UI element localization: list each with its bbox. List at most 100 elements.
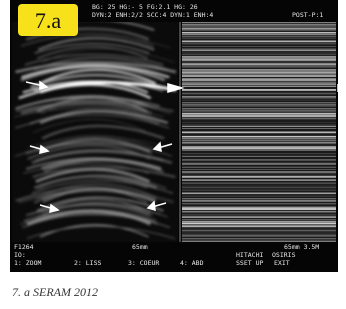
m-stripe (182, 211, 336, 213)
m-stripe (182, 26, 336, 27)
m-stripe (182, 208, 336, 210)
m-stripe (182, 153, 336, 154)
m-stripe (182, 125, 336, 126)
m-stripe (182, 219, 336, 220)
m-stripe (182, 186, 336, 187)
m-stripe (182, 176, 336, 178)
m-stripe (182, 150, 336, 151)
screen-bottom-text: 4: ABD (180, 259, 204, 267)
m-stripe (182, 65, 336, 66)
m-stripe (182, 236, 336, 237)
screen-bottom-text: 3: COEUR (128, 259, 159, 267)
m-stripe (182, 196, 336, 197)
m-stripe (182, 187, 336, 188)
m-stripe (182, 93, 336, 95)
m-stripe (182, 41, 336, 43)
screen-bottom-text: 65mm (132, 243, 148, 251)
m-stripe (182, 100, 336, 101)
m-stripe (182, 76, 336, 77)
m-stripe (182, 86, 336, 87)
screen-bottom-text: 1: ZOOM (14, 259, 41, 267)
page: {"label": "7.a", "caption": "7. a SERAM … (0, 0, 346, 309)
m-stripe (182, 241, 336, 243)
m-stripe (182, 171, 336, 172)
m-stripe (182, 156, 336, 157)
m-stripe (182, 24, 336, 26)
m-stripe (182, 43, 336, 44)
m-stripe (182, 36, 336, 37)
m-stripe (182, 173, 336, 175)
caption: 7. a SERAM 2012 (12, 285, 98, 299)
m-stripe (182, 113, 336, 115)
m-stripe (182, 104, 336, 105)
m-stripe (182, 140, 336, 141)
m-stripe (182, 82, 336, 83)
m-stripe (182, 115, 336, 117)
m-stripe (182, 193, 336, 195)
m-stripe (182, 229, 336, 231)
m-stripe (182, 234, 336, 235)
m-stripe (182, 136, 336, 137)
m-stripe (182, 198, 336, 199)
m-stripe (182, 169, 336, 170)
m-stripe (182, 44, 336, 45)
m-stripe (182, 84, 336, 85)
m-stripe (182, 167, 336, 168)
screen-bottom-text: OSIRIS (272, 251, 296, 259)
m-stripe (182, 89, 336, 91)
m-stripe (182, 216, 336, 218)
m-stripe (182, 49, 336, 50)
screen-bottom-text: 65mm 3.5M (284, 243, 319, 251)
m-stripe (182, 110, 336, 111)
m-stripe (182, 119, 336, 120)
m-stripe (182, 225, 336, 227)
m-stripe (182, 103, 336, 104)
m-stripe (182, 147, 336, 149)
screen-top-text: POST-P:1 (292, 11, 323, 19)
m-stripe (182, 233, 336, 234)
m-stripe (182, 30, 336, 32)
m-stripe (182, 34, 336, 35)
m-stripe (182, 138, 336, 140)
m-stripe (182, 66, 336, 68)
m-stripe (182, 214, 336, 215)
m-stripe (182, 72, 336, 74)
m-stripe (182, 28, 336, 30)
m-stripe (182, 69, 336, 70)
m-stripe (182, 179, 336, 181)
m-stripe (182, 38, 336, 39)
screen-bottom-text: EXIT (274, 259, 290, 267)
m-stripe (182, 223, 336, 225)
m-stripe (182, 162, 336, 163)
screen-top-text: BG: 25 HG:- 5 FG:2.1 HG: 26 (92, 3, 198, 11)
m-stripe (182, 146, 336, 148)
m-stripe (182, 60, 336, 62)
m-stripe (182, 126, 336, 127)
m-stripe (182, 56, 336, 58)
m-stripe (182, 50, 336, 51)
screen-top-text: DYN:2 ENH:2/2 SCC:4 DYN:1 ENH:4 (92, 11, 213, 19)
m-stripe (182, 182, 336, 184)
m-stripe (182, 52, 336, 53)
m-stripe (182, 75, 336, 76)
m-stripe (182, 132, 336, 134)
figure-label: 7.a (35, 8, 62, 33)
screen-bottom-text: 2: LISS (74, 259, 101, 267)
m-stripe (182, 96, 336, 98)
m-stripe (182, 108, 336, 110)
m-stripe (182, 46, 336, 47)
screen-bottom-text: HITACHI (236, 251, 263, 259)
figure: BG: 25 HG:- 5 FG:2.1 HG: 26DYN:2 ENH:2/2… (0, 0, 346, 309)
m-stripe (182, 239, 336, 240)
m-stripe (182, 135, 336, 136)
m-stripe (182, 203, 336, 204)
m-stripe (182, 200, 336, 202)
m-stripe (182, 185, 336, 186)
m-mode-panel (182, 22, 336, 243)
m-stripe (182, 54, 336, 56)
screen-bottom-text: F1264 (14, 243, 34, 251)
screen-bottom-text: SSET UP (236, 259, 263, 267)
m-stripe (182, 32, 336, 33)
m-stripe (182, 106, 336, 107)
m-stripe (182, 163, 336, 164)
